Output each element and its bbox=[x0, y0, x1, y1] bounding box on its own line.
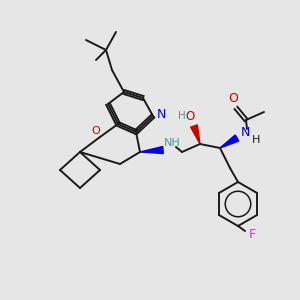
Text: NH: NH bbox=[164, 138, 180, 148]
Text: H: H bbox=[178, 111, 186, 121]
Text: O: O bbox=[92, 126, 100, 136]
Text: F: F bbox=[248, 227, 256, 241]
Text: N: N bbox=[240, 127, 250, 140]
Polygon shape bbox=[220, 135, 239, 148]
Polygon shape bbox=[191, 125, 200, 144]
Polygon shape bbox=[140, 146, 163, 154]
Text: O: O bbox=[185, 110, 195, 122]
Text: O: O bbox=[228, 92, 238, 106]
Text: N: N bbox=[156, 107, 166, 121]
Text: H: H bbox=[252, 135, 260, 145]
